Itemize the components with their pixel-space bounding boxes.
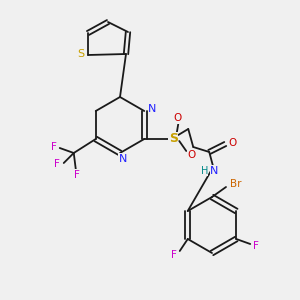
Text: N: N	[119, 154, 127, 164]
Text: F: F	[51, 142, 57, 152]
Text: F: F	[54, 159, 60, 169]
Text: H: H	[201, 166, 208, 176]
Text: F: F	[74, 170, 80, 180]
Text: O: O	[187, 150, 195, 160]
Text: N: N	[210, 166, 218, 176]
Text: S: S	[77, 49, 85, 59]
Text: S: S	[169, 133, 178, 146]
Text: O: O	[173, 113, 182, 123]
Text: F: F	[171, 250, 177, 260]
Text: N: N	[148, 104, 156, 114]
Text: O: O	[228, 138, 236, 148]
Text: Br: Br	[230, 179, 242, 189]
Text: F: F	[253, 241, 259, 251]
